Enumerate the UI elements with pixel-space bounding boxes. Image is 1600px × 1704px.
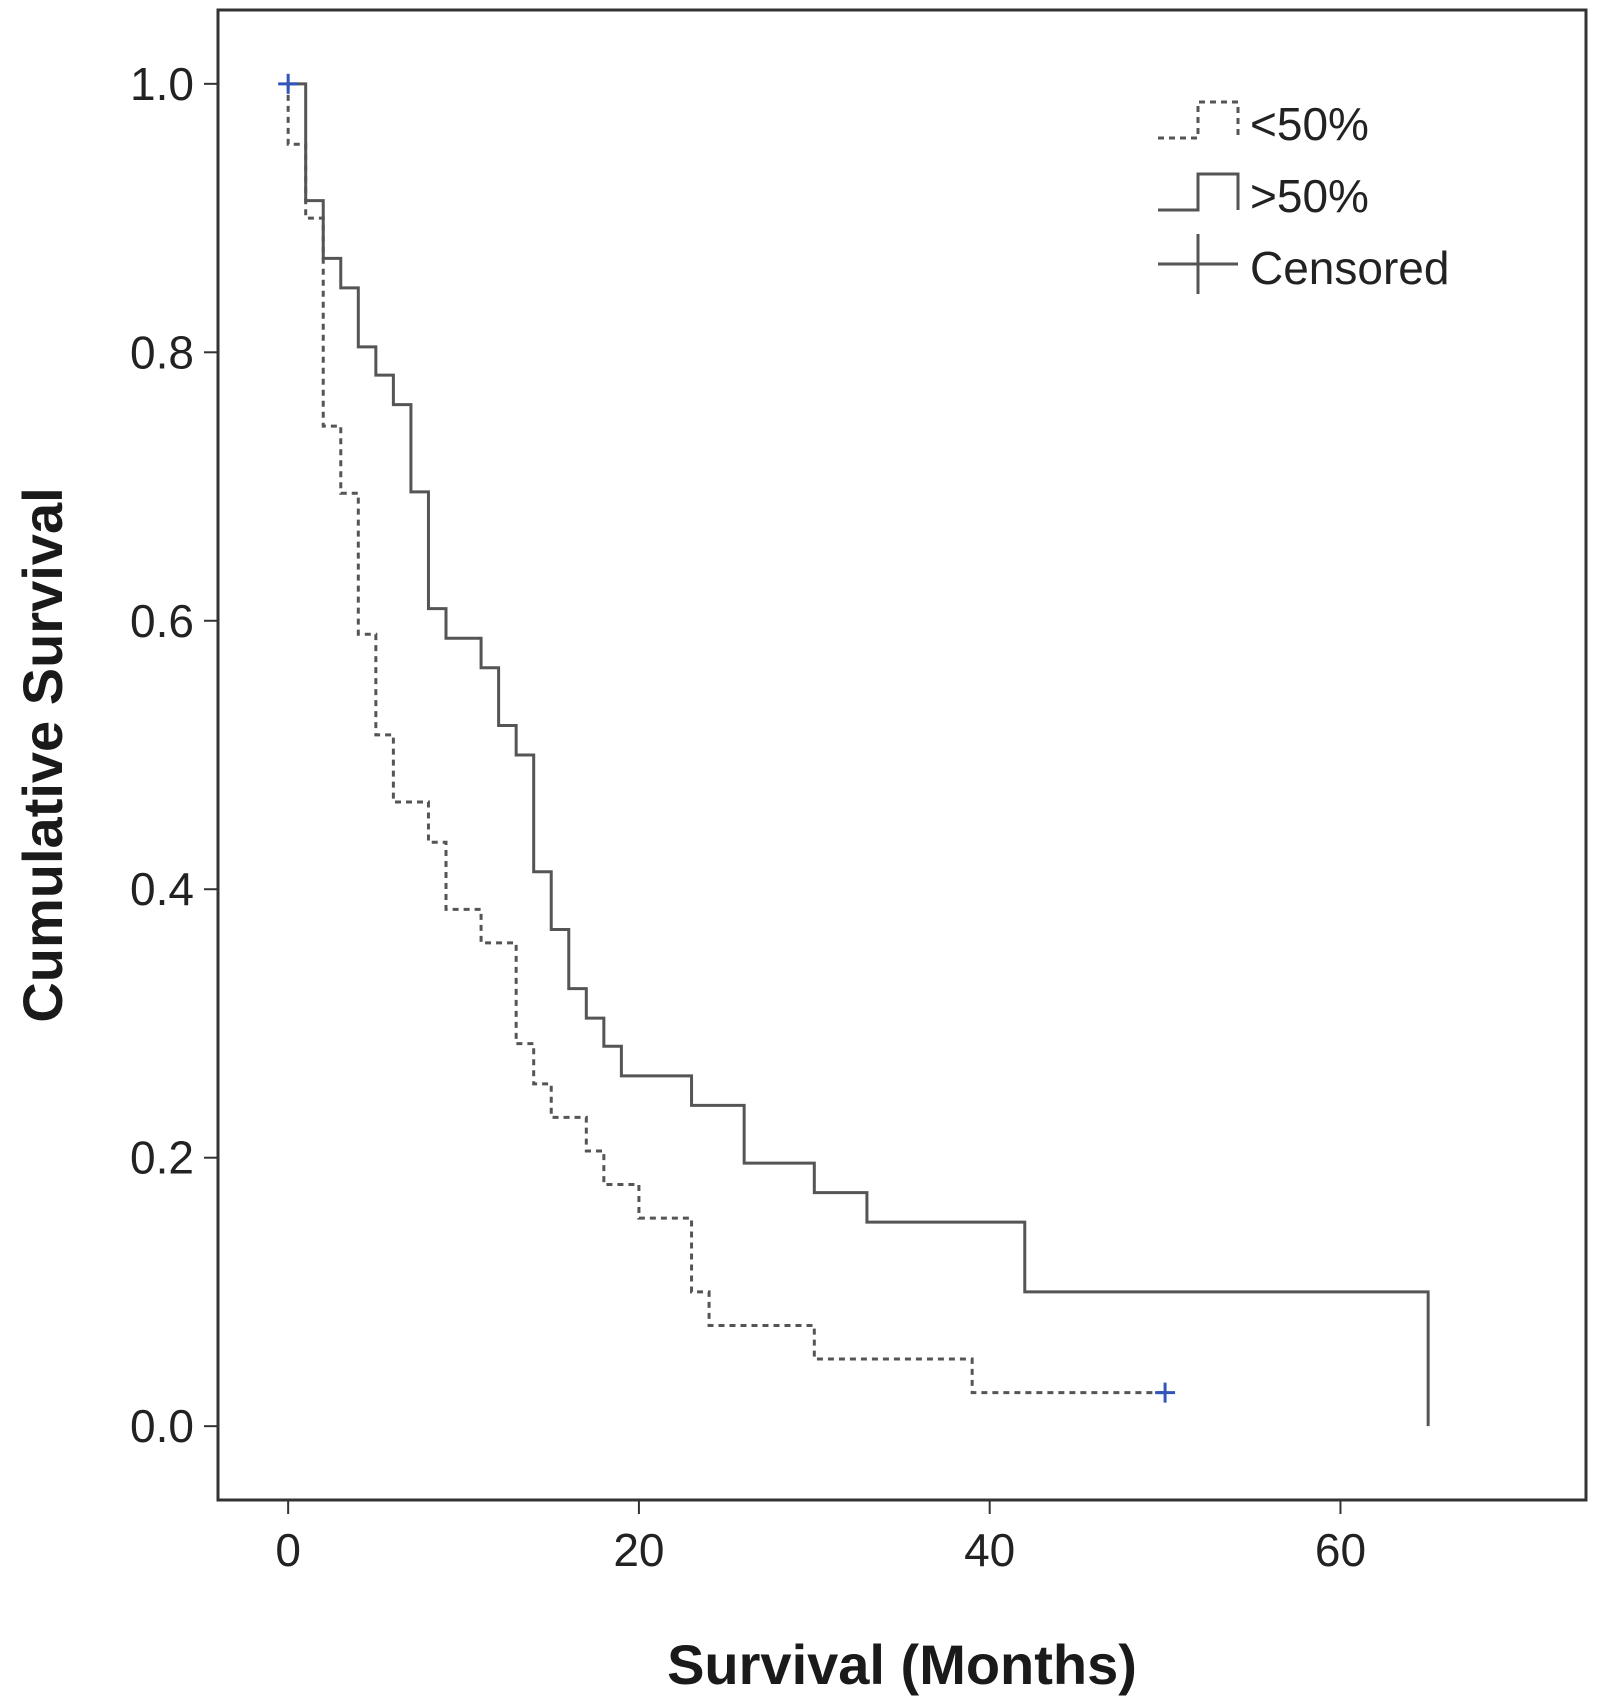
legend: <50% >50% Censored — [1158, 98, 1449, 294]
legend-label: >50% — [1250, 170, 1369, 222]
y-tick-label: 0.0 — [130, 1400, 194, 1452]
x-axis-title: Survival (Months) — [667, 1633, 1137, 1696]
plot-frame — [216, 8, 1588, 1502]
y-tick-label: 0.8 — [130, 326, 194, 378]
y-tick-label: 0.4 — [130, 863, 194, 915]
axes-group: 0 20 40 60 0.0 0.2 0.4 0.6 0.8 1.0 — [130, 58, 1366, 1576]
legend-item: <50% — [1158, 98, 1369, 150]
legend-symbol — [1158, 234, 1238, 294]
x-tick-label: 60 — [1315, 1524, 1366, 1576]
legend-item: Censored — [1158, 234, 1449, 294]
x-tick-label: 20 — [613, 1524, 664, 1576]
legend-item: >50% — [1158, 170, 1369, 222]
legend-symbol — [1158, 172, 1240, 212]
plot-frame-group — [216, 8, 1588, 1502]
y-tick-label: 1.0 — [130, 58, 194, 110]
series-line-gt50 — [288, 82, 1430, 1427]
y-tick-label: 0.2 — [130, 1132, 194, 1184]
series-line-lt50 — [286, 83, 1166, 1395]
y-tick-label: 0.6 — [130, 595, 194, 647]
legend-symbol — [1158, 100, 1240, 140]
legend-label: <50% — [1250, 98, 1369, 150]
y-axis-title: Cumulative Survival — [11, 487, 74, 1022]
x-tick-label: 40 — [964, 1524, 1015, 1576]
x-tick-label: 0 — [275, 1524, 301, 1576]
series-group — [278, 73, 1430, 1427]
censor-mark — [278, 73, 299, 94]
censor-mark — [1155, 1382, 1176, 1403]
legend-label: Censored — [1250, 242, 1449, 294]
